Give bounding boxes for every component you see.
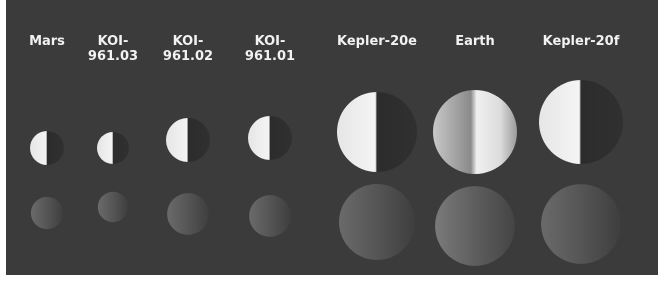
planet — [30, 131, 64, 165]
planet-label: Kepler-20f — [536, 34, 626, 49]
planet-label: Earth — [430, 34, 520, 49]
planet-reflection — [98, 192, 128, 222]
planet-comparison: Mars KOI-961.03 KOI-961.02 KOI-961.01 Kepler… — [6, 0, 658, 275]
planet-reflection — [31, 197, 63, 229]
planet — [433, 90, 517, 174]
planet-reflection — [167, 193, 209, 235]
planet — [539, 80, 623, 164]
planet-reflection — [339, 184, 415, 260]
planet-label: Mars — [21, 34, 73, 49]
planet-reflection — [435, 186, 515, 266]
planet — [166, 118, 210, 162]
planet — [337, 92, 417, 172]
planet-reflection — [541, 184, 621, 264]
planet-label: KOI-961.01 — [244, 34, 296, 64]
planet-label: Kepler-20e — [332, 34, 422, 49]
planet-reflection — [249, 195, 291, 237]
planet-label: KOI-961.03 — [87, 34, 139, 64]
planet-label: KOI-961.02 — [162, 34, 214, 64]
planet — [248, 116, 292, 160]
planet — [97, 132, 129, 164]
